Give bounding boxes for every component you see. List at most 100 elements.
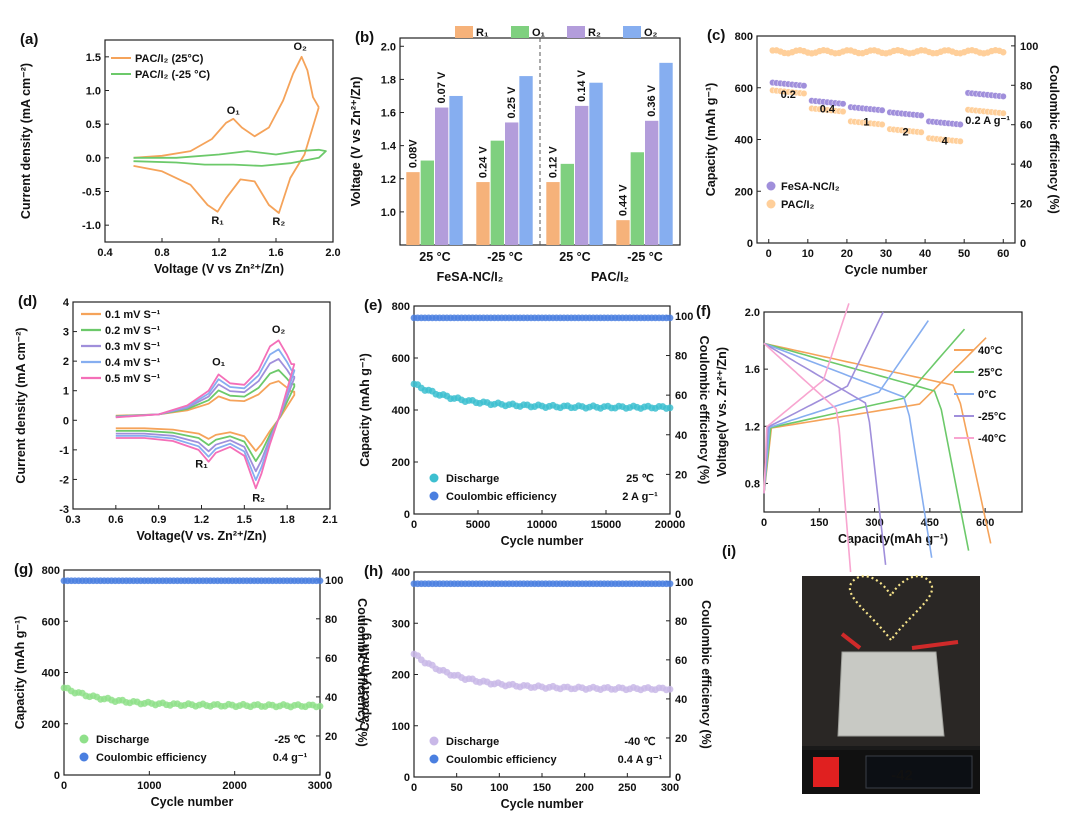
legend-marker <box>766 181 776 191</box>
y-tick-label: 0 <box>404 509 410 521</box>
y-axis-label: Capacity (mAh g⁻¹) <box>13 616 27 730</box>
legend-label: FeSA-NC/I₂ <box>781 181 840 193</box>
y-tick-label: 200 <box>735 186 753 198</box>
x-tick-label: 10000 <box>527 519 558 531</box>
temperature-readout: -42 <box>891 767 913 784</box>
charge-curve-4 <box>763 303 850 494</box>
clip-left <box>840 632 862 650</box>
peak-label: O₂ <box>293 41 307 53</box>
bar-O₁ <box>630 152 644 245</box>
y2-axis-label: Coulombic efficiency (%) <box>355 598 369 747</box>
y2-tick-label: 40 <box>675 430 687 442</box>
cv-curve-1 <box>133 107 320 214</box>
y-tick-label: 2 <box>63 356 69 368</box>
gap-label: 0.44 V <box>617 184 629 216</box>
y-tick-label: 0 <box>63 415 69 427</box>
y-tick-label: 0.8 <box>745 478 760 490</box>
cv-curve-3 <box>115 348 296 482</box>
discharge-point <box>316 702 324 710</box>
bar-R₂ <box>435 107 449 245</box>
x-tick-label: 60 <box>997 248 1009 260</box>
y-axis-label: Current density (mA cm⁻²) <box>14 327 28 483</box>
ce-point <box>666 580 674 588</box>
y-tick-label: 3 <box>63 327 69 339</box>
condition-note: 0.4 g⁻¹ <box>273 752 308 764</box>
bar-R₁ <box>546 182 560 245</box>
bar-O₂ <box>519 76 533 245</box>
temperature-display <box>865 755 973 789</box>
legend-swatch <box>511 26 529 38</box>
discharge-curve-2 <box>763 342 933 558</box>
y2-tick-label: 100 <box>1020 41 1038 53</box>
plot-frame <box>763 311 1023 513</box>
category-label: 25 °C <box>559 250 590 264</box>
legend-marker <box>429 736 439 746</box>
x-tick-label: 20 <box>841 248 853 260</box>
discharge-curve-1 <box>763 342 970 551</box>
charge-curve-1 <box>763 328 966 494</box>
legend-label: 0.4 mV S⁻¹ <box>105 357 161 369</box>
bar-O₂ <box>589 82 603 245</box>
y-tick-label: 200 <box>392 670 410 682</box>
y-tick-label: 1.6 <box>745 364 760 376</box>
gap-label: 0.08V <box>407 139 419 168</box>
legend-label: Discharge <box>446 736 499 748</box>
legend-label: 0.2 mV S⁻¹ <box>105 325 161 337</box>
y2-axis-label: Coulombic efficiency (%) <box>1047 65 1061 214</box>
y-tick-label: -1.0 <box>82 220 101 232</box>
y-tick-label: 600 <box>735 83 753 95</box>
x-axis-label: Cycle number <box>845 263 928 277</box>
gap-label: 0.24 V <box>477 146 489 178</box>
panel-e: 0 5000 10000 15000 2000002004006008000204060… <box>358 297 711 548</box>
y2-tick-label: 80 <box>675 351 687 363</box>
x-tick-label: 0.8 <box>154 247 169 259</box>
y-tick-label: 4 <box>63 297 70 309</box>
condition-note: 2 A g⁻¹ <box>622 491 658 503</box>
legend-swatch <box>567 26 585 38</box>
y-tick-label: 600 <box>42 616 60 628</box>
y2-tick-label: 0 <box>675 509 681 521</box>
x-tick-label: 1.2 <box>211 247 226 259</box>
rate-label: 0.2 A g⁻¹ <box>965 115 1010 127</box>
y-tick-label: 800 <box>392 301 410 313</box>
legend-label: 25°C <box>978 367 1003 379</box>
y-tick-label: 0 <box>747 238 753 250</box>
data-point <box>956 121 964 128</box>
legend-label: Discharge <box>446 473 499 485</box>
condition-note: -40 ℃ <box>624 736 655 748</box>
led-heart <box>848 575 934 642</box>
legend-label: 0.3 mV S⁻¹ <box>105 341 161 353</box>
y2-tick-label: 40 <box>675 694 687 706</box>
panel-g: 0 1000 2000 30000200400600800020406080100Co… <box>13 561 369 809</box>
peak-label: O₂ <box>272 324 286 336</box>
condition-note: 0.4 A g⁻¹ <box>618 754 663 766</box>
y2-tick-label: 0 <box>1020 238 1026 250</box>
x-tick-label: 1.8 <box>280 514 295 526</box>
charge-curve-2 <box>763 320 929 494</box>
data-point <box>800 90 808 97</box>
y2-tick-label: 80 <box>1020 80 1032 92</box>
x-axis-label: Voltage(V vs. Zn²⁺/Zn) <box>137 529 267 543</box>
gap-label: 0.14 V <box>576 69 588 101</box>
ce-point <box>666 314 674 322</box>
panel-a: 0.4 0.8 1.2 1.6 2.0 -1.0 -0.5 0.0 0.5 1.0 1.5 Volta… <box>19 31 341 276</box>
panel-letter: (a) <box>20 31 38 48</box>
legend-marker <box>79 752 89 762</box>
cv-curve-0 <box>133 55 320 159</box>
y-tick-label: 400 <box>392 405 410 417</box>
bar-R₁ <box>616 220 630 245</box>
data-point <box>878 106 886 114</box>
panel-letter: (f) <box>696 303 711 320</box>
panel-letter: (d) <box>18 293 37 310</box>
charge-curve-0 <box>763 337 987 494</box>
y-tick-label: 1.4 <box>381 141 397 153</box>
y-tick-label: 800 <box>42 565 60 577</box>
y-axis-label: Voltage(V vs. Zn²⁺/Zn) <box>715 347 729 477</box>
x-tick-label: 150 <box>810 517 828 529</box>
y2-tick-label: 40 <box>1020 159 1032 171</box>
x-tick-label: 30 <box>880 248 892 260</box>
legend-label: Coulombic efficiency <box>446 754 558 766</box>
x-axis-label: Cycle number <box>501 797 584 811</box>
y-tick-label: 100 <box>392 721 410 733</box>
